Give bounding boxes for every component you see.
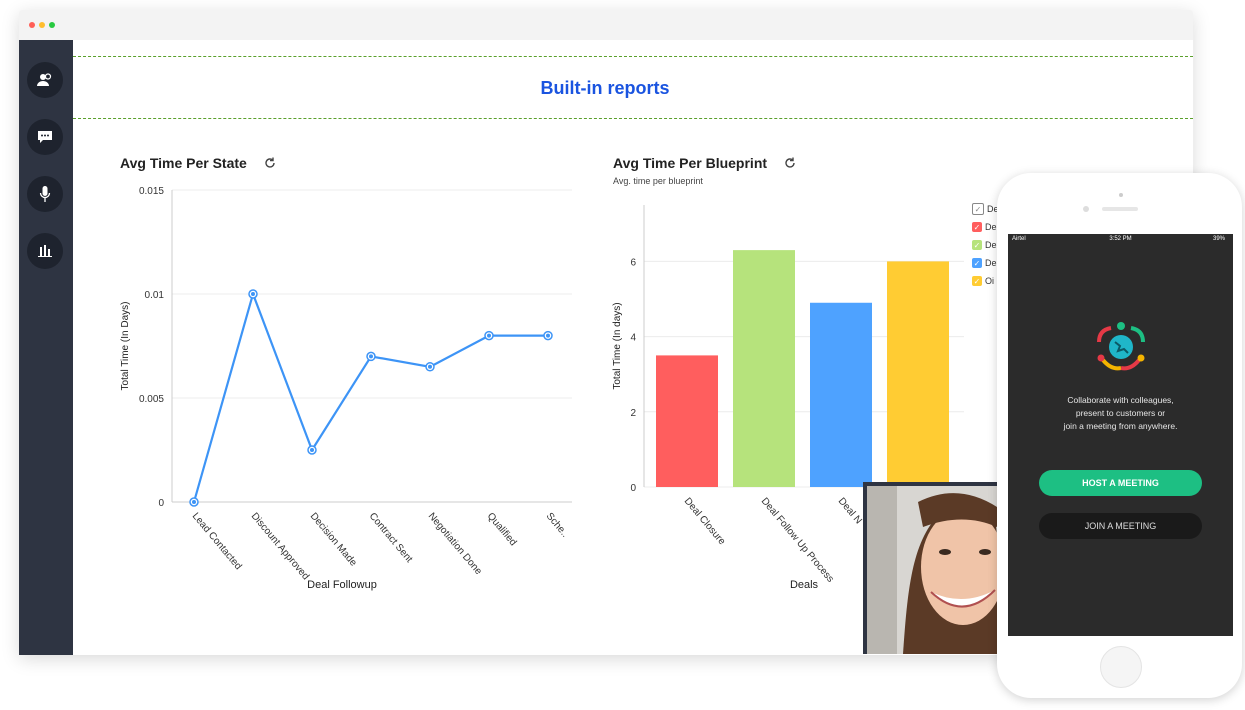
divider-top: [73, 56, 1193, 57]
video-tile[interactable]: [863, 482, 997, 654]
y-tick-label: 2: [630, 408, 636, 419]
y-tick-label: 6: [630, 257, 636, 268]
line-chart: 0 0.005 0.01 0.015 Lead Contacted Discount Ap…: [110, 180, 590, 600]
legend-label: Oi: [985, 276, 994, 286]
app-logo-icon: [1095, 320, 1147, 372]
x-tick-label: Discount Approved: [249, 511, 311, 582]
sidebar-item-chat[interactable]: [27, 119, 63, 155]
bar: [733, 250, 795, 487]
y-tick-label: 0: [630, 483, 636, 494]
bar: [810, 303, 872, 487]
legend-label: De: [985, 258, 997, 268]
x-tick-label: Deal Closure: [682, 496, 728, 548]
legend-label: De: [985, 240, 997, 250]
host-meeting-button[interactable]: HOST A MEETING: [1039, 470, 1202, 496]
x-tick-label: Decision Made: [308, 511, 359, 569]
legend-item[interactable]: ✓ De: [972, 236, 999, 254]
legend-item[interactable]: ✓ De: [972, 254, 999, 272]
phone-sensor: [1083, 206, 1089, 212]
battery-label: 39%: [1213, 236, 1225, 242]
contacts-icon: [36, 73, 54, 87]
phone-device: Airtel 3:52 PM 39% Collaborate with coll…: [997, 173, 1242, 698]
phone-speaker: [1102, 207, 1138, 211]
chart1-title: Avg Time Per State: [120, 155, 247, 171]
x-tick-label: Lead Contacted: [190, 511, 244, 572]
checkbox-icon: ✓: [972, 222, 982, 232]
bar: [887, 261, 949, 487]
close-dot[interactable]: [29, 22, 35, 28]
bar: [656, 355, 718, 487]
phone-camera: [1119, 193, 1123, 197]
maximize-dot[interactable]: [49, 22, 55, 28]
y-tick-label: 0: [158, 498, 164, 509]
y-tick-label: 0.01: [145, 290, 165, 301]
x-axis-label: Deal Followup: [307, 579, 377, 591]
x-tick-label: Deal Follow Up Process: [759, 496, 836, 585]
x-tick-label: Negotiation Done: [426, 511, 484, 578]
participant-video: [863, 482, 997, 654]
data-point-center: [546, 334, 550, 338]
microphone-icon: [39, 185, 51, 203]
data-point-center: [251, 292, 255, 296]
chart-legend: ✓ De ✓ De ✓ De ✓ De ✓ Oi: [972, 200, 999, 290]
data-point-center: [369, 354, 373, 358]
refresh-icon[interactable]: [263, 156, 277, 170]
legend-label: De: [985, 222, 997, 232]
refresh-icon[interactable]: [783, 156, 797, 170]
checkbox-icon: ✓: [972, 240, 982, 250]
divider-bottom: [73, 118, 1193, 119]
y-axis-label: Total Time (In Days): [120, 302, 131, 391]
sidebar-item-reports[interactable]: [27, 233, 63, 269]
checkbox-icon: ✓: [972, 203, 984, 215]
bar-chart-icon: [37, 244, 53, 258]
y-tick-label: 4: [630, 333, 636, 344]
x-tick-label: Qualified: [485, 511, 519, 548]
x-axis-label: Deals: [790, 579, 819, 591]
y-tick-label: 0.015: [139, 186, 164, 197]
join-meeting-button[interactable]: JOIN A MEETING: [1039, 513, 1202, 539]
data-point-center: [192, 500, 196, 504]
legend-item[interactable]: ✓ Oi: [972, 272, 999, 290]
checkbox-icon: ✓: [972, 258, 982, 268]
minimize-dot[interactable]: [39, 22, 45, 28]
status-time: 3:52 PM: [1008, 236, 1233, 242]
data-point-center: [428, 365, 432, 369]
legend-item[interactable]: ✓ De: [972, 218, 999, 236]
data-point-center: [487, 334, 491, 338]
y-axis-label: Total Time (In days): [612, 302, 623, 389]
legend-item[interactable]: ✓ De: [972, 200, 999, 218]
sidebar-item-audio[interactable]: [27, 176, 63, 212]
y-tick-label: 0.005: [139, 394, 164, 405]
chart2-title: Avg Time Per Blueprint: [613, 155, 767, 171]
title-bar: [19, 10, 1193, 40]
x-tick-label: Sche..: [544, 511, 571, 540]
tagline-line: present to customers or: [1018, 407, 1223, 420]
chat-icon: [37, 130, 53, 145]
data-point-center: [310, 448, 314, 452]
chart2-subtitle: Avg. time per blueprint: [613, 176, 703, 186]
tagline-line: join a meeting from anywhere.: [1018, 420, 1223, 433]
sidebar: [19, 40, 73, 655]
x-tick-label: Deal N: [836, 496, 864, 526]
status-bar: Airtel 3:52 PM 39%: [1008, 234, 1233, 246]
tagline-line: Collaborate with colleagues,: [1018, 394, 1223, 407]
tagline: Collaborate with colleagues, present to …: [1018, 394, 1223, 433]
home-button[interactable]: [1100, 646, 1142, 688]
x-tick-label: Contract Sent: [367, 511, 415, 565]
phone-screen: Airtel 3:52 PM 39% Collaborate with coll…: [1008, 234, 1233, 636]
checkbox-icon: ✓: [972, 276, 982, 286]
sidebar-item-contacts[interactable]: [27, 62, 63, 98]
page-title: Built-in reports: [73, 78, 1137, 99]
